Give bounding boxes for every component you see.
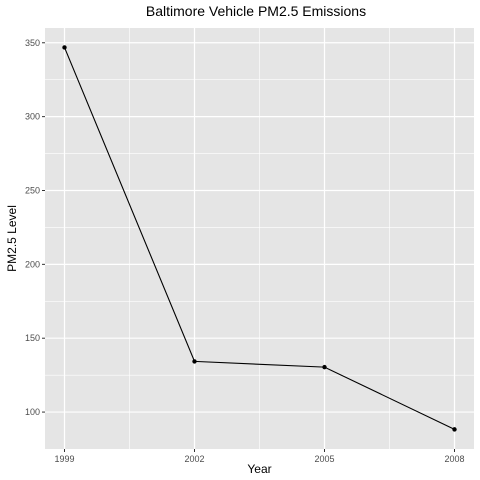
x-tick-label-2008: 2008 [444,454,464,464]
y-tick-label-150: 150 [25,333,40,343]
data-point-2005 [322,364,327,370]
x-tick-label-2005: 2005 [314,454,334,464]
y-tick-label-200: 200 [25,259,40,269]
chart-title: Baltimore Vehicle PM2.5 Emissions [146,3,366,19]
data-point-1999 [62,45,67,50]
y-tick-label-250: 250 [25,185,40,195]
series-line [63,47,455,430]
minor-gridlines [45,28,474,449]
data-point-2008 [452,427,457,432]
x-tick-label-1999: 1999 [54,454,74,464]
data-point-2002 [192,359,197,364]
x-axis-title: Year [247,462,271,476]
axis-ticks [42,42,455,452]
y-tick-label-100: 100 [25,407,40,417]
series-pm25 [62,45,457,432]
y-axis-title: PM2.5 Level [5,205,19,272]
x-tick-label-2002: 2002 [184,454,204,464]
y-tick-label-300: 300 [25,112,40,122]
major-gridlines [45,28,474,449]
y-tick-label-350: 350 [25,38,40,48]
tick-labels: 100 150 200 250 300 350 1999 2002 2005 2008 [25,38,465,464]
